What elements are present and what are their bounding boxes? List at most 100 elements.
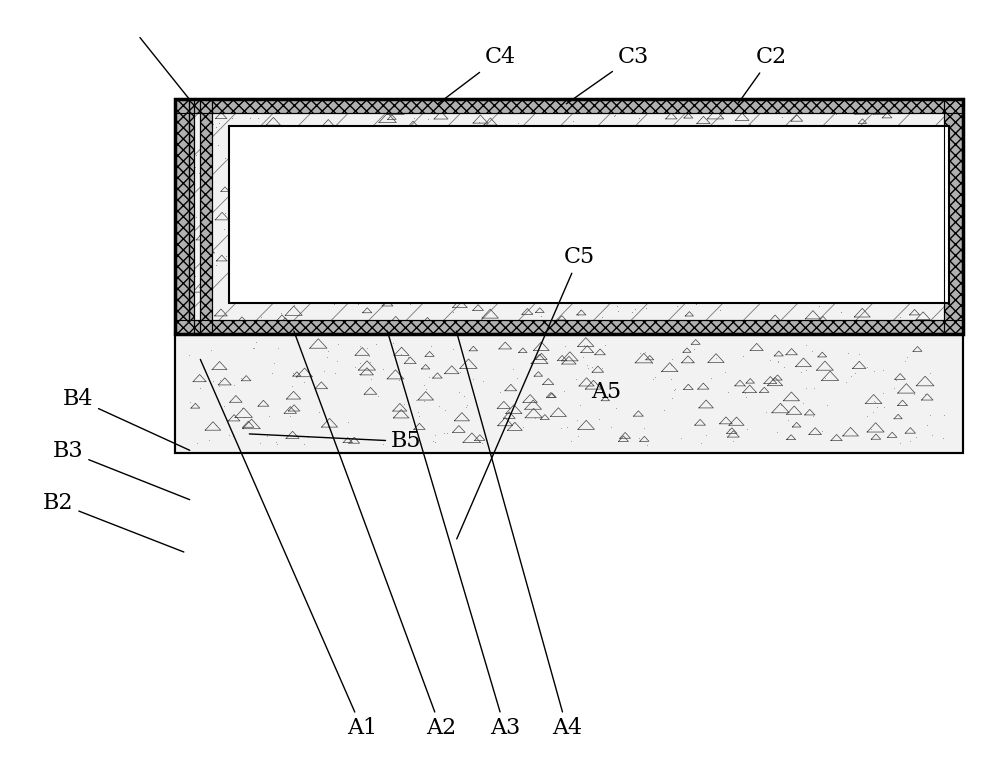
Point (806, 381, 822, 394)
Point (282, 303, 298, 316)
Point (376, 184, 392, 197)
Point (286, 263, 302, 276)
Point (797, 232, 813, 244)
Point (451, 385, 467, 398)
Text: B4: B4 (63, 388, 190, 450)
Point (296, 128, 312, 141)
Point (493, 168, 509, 180)
Point (212, 373, 228, 386)
Point (216, 400, 232, 413)
Point (609, 300, 625, 312)
Point (795, 397, 811, 410)
Point (179, 287, 195, 300)
Point (515, 99, 531, 112)
Point (462, 284, 478, 297)
Point (818, 135, 834, 148)
Point (934, 155, 950, 168)
Point (733, 226, 749, 238)
Bar (175, 334, 963, 453)
Bar (175, 99, 963, 334)
Point (208, 121, 224, 133)
Point (419, 208, 435, 221)
Point (529, 153, 545, 165)
Point (589, 382, 605, 395)
Point (475, 375, 491, 388)
Point (859, 410, 875, 422)
Point (461, 147, 477, 160)
Point (640, 265, 656, 278)
Point (273, 306, 289, 319)
Point (650, 318, 666, 330)
Point (904, 141, 920, 153)
Point (560, 130, 576, 143)
Point (282, 410, 298, 422)
Point (838, 376, 854, 388)
Point (202, 116, 218, 128)
Point (179, 125, 195, 138)
Point (547, 104, 563, 117)
Point (400, 351, 416, 363)
Point (480, 100, 496, 113)
Point (368, 337, 384, 350)
Point (829, 254, 845, 266)
Point (636, 421, 652, 434)
Point (782, 139, 798, 152)
Text: C2: C2 (738, 46, 787, 103)
Point (319, 229, 335, 241)
Point (825, 321, 841, 334)
Point (781, 233, 797, 245)
Point (674, 200, 690, 213)
Point (653, 193, 669, 205)
Point (420, 113, 436, 125)
Point (315, 264, 331, 276)
Text: A3: A3 (387, 331, 520, 739)
Point (647, 371, 663, 384)
Point (686, 343, 702, 355)
Point (263, 173, 279, 186)
Point (667, 383, 683, 395)
Text: B5: B5 (249, 431, 422, 453)
Point (300, 201, 316, 214)
Point (438, 276, 454, 288)
Point (288, 370, 304, 383)
Point (638, 141, 654, 153)
Point (316, 365, 332, 377)
Point (472, 255, 488, 268)
Point (359, 341, 375, 354)
Point (829, 160, 845, 172)
Point (284, 380, 300, 392)
Point (610, 305, 626, 318)
Point (826, 122, 842, 135)
Bar (229, 126, 949, 303)
Point (798, 147, 814, 160)
Point (391, 374, 407, 387)
Point (422, 251, 438, 263)
Point (770, 356, 786, 369)
Point (693, 436, 709, 449)
Point (411, 410, 427, 423)
Point (819, 399, 835, 412)
Point (728, 267, 744, 280)
Point (645, 373, 661, 386)
Bar (175, 99, 963, 334)
Point (203, 344, 219, 356)
Point (589, 239, 605, 251)
Point (309, 180, 325, 193)
Point (440, 173, 456, 186)
Point (665, 171, 681, 184)
Point (897, 355, 913, 367)
Point (201, 317, 217, 330)
Point (739, 422, 755, 435)
Point (509, 372, 525, 384)
Point (478, 161, 494, 174)
Point (240, 145, 256, 157)
Point (578, 105, 594, 117)
Point (283, 240, 299, 253)
Point (622, 317, 638, 330)
Point (798, 364, 814, 377)
Point (941, 323, 957, 336)
Point (542, 257, 558, 269)
Point (684, 355, 700, 368)
Point (333, 253, 349, 265)
Point (608, 402, 624, 414)
